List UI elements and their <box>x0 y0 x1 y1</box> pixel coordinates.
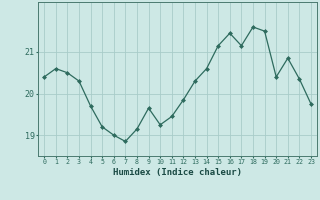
X-axis label: Humidex (Indice chaleur): Humidex (Indice chaleur) <box>113 168 242 177</box>
